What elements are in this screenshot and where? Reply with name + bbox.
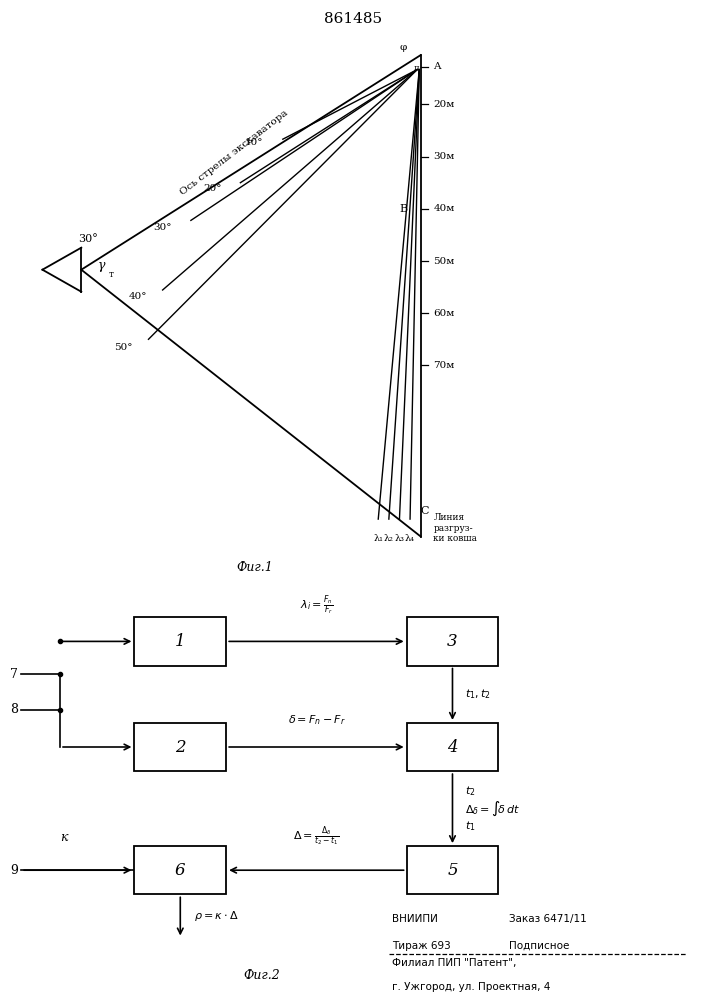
Text: 30°: 30° <box>153 223 172 232</box>
Text: 70м: 70м <box>433 361 455 370</box>
Text: п: п <box>414 64 419 72</box>
Text: 30°: 30° <box>78 234 98 244</box>
Text: Линия
разгруз-
ки ковша: Линия разгруз- ки ковша <box>433 513 477 543</box>
Text: Заказ 6471/11: Заказ 6471/11 <box>509 914 587 924</box>
Text: $t_1, t_2$: $t_1, t_2$ <box>465 687 491 701</box>
Text: 7: 7 <box>10 668 18 681</box>
Text: к: к <box>60 831 67 844</box>
Text: 60м: 60м <box>433 309 455 318</box>
Text: λ₁: λ₁ <box>373 534 383 543</box>
Text: Подписное: Подписное <box>509 941 569 951</box>
Text: $\Delta_\delta{=}\int\!\delta\,dt$: $\Delta_\delta{=}\int\!\delta\,dt$ <box>465 799 520 818</box>
Text: г. Ужгород, ул. Проектная, 4: г. Ужгород, ул. Проектная, 4 <box>392 982 551 992</box>
Text: $\rho = \kappa \cdot \Delta$: $\rho = \kappa \cdot \Delta$ <box>194 909 239 923</box>
Text: 2: 2 <box>175 738 186 756</box>
Text: 6: 6 <box>175 862 186 879</box>
Text: $\lambda_i = \frac{F_n}{F_r}$: $\lambda_i = \frac{F_n}{F_r}$ <box>300 593 333 617</box>
Text: 30м: 30м <box>433 152 455 161</box>
Text: 4: 4 <box>447 738 458 756</box>
Text: Фиг.1: Фиг.1 <box>236 561 273 574</box>
Text: Ось стрелы экскаватора: Ось стрелы экскаватора <box>178 109 290 197</box>
Text: Филиал ПИП "Патент",: Филиал ПИП "Патент", <box>392 958 517 968</box>
Text: 9: 9 <box>10 864 18 877</box>
Text: φ: φ <box>399 43 407 52</box>
Text: γ: γ <box>98 259 105 272</box>
Text: т: т <box>108 270 114 279</box>
Text: 1: 1 <box>175 633 186 650</box>
Text: λ₂: λ₂ <box>384 534 394 543</box>
Text: 40°: 40° <box>129 292 147 301</box>
Text: 10°: 10° <box>245 138 264 147</box>
Text: 5: 5 <box>447 862 458 879</box>
Bar <box>134 617 226 666</box>
Text: λ₃: λ₃ <box>395 534 404 543</box>
Text: 50°: 50° <box>115 344 133 353</box>
Text: A: A <box>433 62 441 71</box>
Text: $t_1$: $t_1$ <box>465 819 476 833</box>
Text: 3: 3 <box>447 633 458 650</box>
Text: 861485: 861485 <box>325 12 382 26</box>
Text: 40м: 40м <box>433 204 455 213</box>
Text: 50м: 50м <box>433 256 455 265</box>
Text: $\Delta = \frac{\Delta_\delta}{t_2 - t_1}$: $\Delta = \frac{\Delta_\delta}{t_2 - t_1… <box>293 824 339 848</box>
Text: $t_2$: $t_2$ <box>465 784 476 798</box>
Bar <box>134 846 226 894</box>
Text: λ₄: λ₄ <box>405 534 415 543</box>
Text: 8: 8 <box>10 703 18 716</box>
Text: 20м: 20м <box>433 100 455 109</box>
Text: Тираж 693: Тираж 693 <box>392 941 451 951</box>
Bar <box>134 723 226 771</box>
Text: $\delta = F_n - F_r$: $\delta = F_n - F_r$ <box>288 713 345 727</box>
Text: C: C <box>421 506 429 516</box>
Bar <box>407 846 498 894</box>
Text: 20°: 20° <box>203 184 221 193</box>
Bar <box>407 723 498 771</box>
Text: Фиг.2: Фиг.2 <box>243 969 280 982</box>
Text: ВНИИПИ: ВНИИПИ <box>392 914 438 924</box>
Bar <box>407 617 498 666</box>
Text: B: B <box>400 204 408 214</box>
